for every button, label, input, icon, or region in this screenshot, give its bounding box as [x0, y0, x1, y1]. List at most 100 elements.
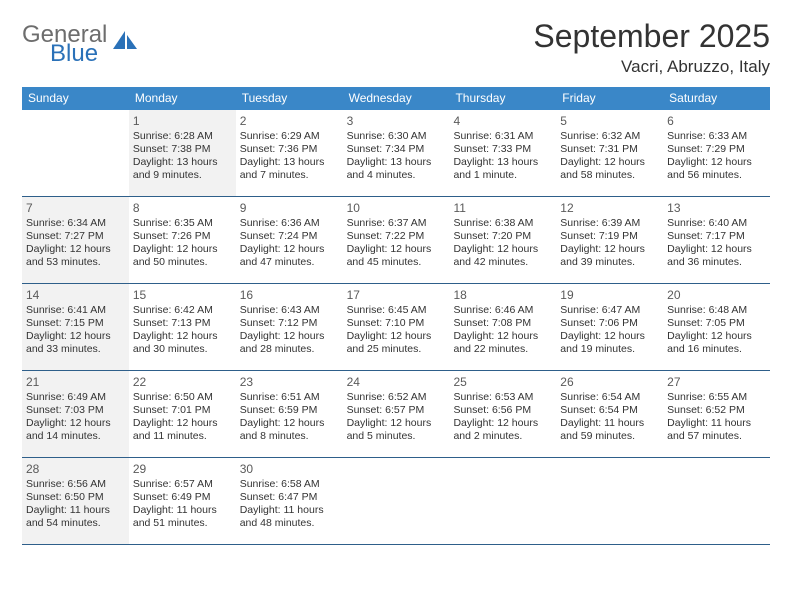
day-info-line: and 33 minutes. — [26, 343, 125, 356]
day-number — [453, 460, 552, 463]
day-info-line: Daylight: 12 hours — [347, 417, 446, 430]
day-cell — [663, 458, 770, 544]
day-cell: 23Sunrise: 6:51 AMSunset: 6:59 PMDayligh… — [236, 371, 343, 457]
day-info-line: and 57 minutes. — [667, 430, 766, 443]
day-info-line: and 47 minutes. — [240, 256, 339, 269]
day-info-line: Daylight: 12 hours — [133, 417, 232, 430]
day-info-line: Daylight: 12 hours — [133, 330, 232, 343]
day-number: 21 — [26, 373, 125, 391]
day-info-line: Sunset: 7:05 PM — [667, 317, 766, 330]
brand-logo: General Blue — [22, 18, 139, 66]
day-info-line: Daylight: 12 hours — [453, 243, 552, 256]
dow-cell: Friday — [556, 87, 663, 110]
day-info-line: Daylight: 12 hours — [453, 417, 552, 430]
day-info-line: and 48 minutes. — [240, 517, 339, 530]
day-info-line: Sunrise: 6:33 AM — [667, 130, 766, 143]
day-info-line: Sunrise: 6:51 AM — [240, 391, 339, 404]
page-title: September 2025 — [533, 18, 770, 55]
day-info-line: Daylight: 11 hours — [133, 504, 232, 517]
day-info-line: and 16 minutes. — [667, 343, 766, 356]
day-cell: 9Sunrise: 6:36 AMSunset: 7:24 PMDaylight… — [236, 197, 343, 283]
day-cell: 22Sunrise: 6:50 AMSunset: 7:01 PMDayligh… — [129, 371, 236, 457]
week-row: 28Sunrise: 6:56 AMSunset: 6:50 PMDayligh… — [22, 458, 770, 545]
day-cell — [449, 458, 556, 544]
day-number: 1 — [133, 112, 232, 130]
day-cell: 19Sunrise: 6:47 AMSunset: 7:06 PMDayligh… — [556, 284, 663, 370]
calendar: SundayMondayTuesdayWednesdayThursdayFrid… — [22, 87, 770, 545]
day-info-line: Sunrise: 6:47 AM — [560, 304, 659, 317]
day-info-line: Sunrise: 6:41 AM — [26, 304, 125, 317]
day-info-line: and 4 minutes. — [347, 169, 446, 182]
day-number: 11 — [453, 199, 552, 217]
day-cell: 7Sunrise: 6:34 AMSunset: 7:27 PMDaylight… — [22, 197, 129, 283]
day-number: 20 — [667, 286, 766, 304]
day-number: 24 — [347, 373, 446, 391]
day-info-line: Daylight: 13 hours — [347, 156, 446, 169]
day-info-line: Sunset: 7:33 PM — [453, 143, 552, 156]
day-cell: 20Sunrise: 6:48 AMSunset: 7:05 PMDayligh… — [663, 284, 770, 370]
day-info-line: and 1 minute. — [453, 169, 552, 182]
day-info-line: and 53 minutes. — [26, 256, 125, 269]
day-cell — [556, 458, 663, 544]
day-cell: 13Sunrise: 6:40 AMSunset: 7:17 PMDayligh… — [663, 197, 770, 283]
day-info-line: and 36 minutes. — [667, 256, 766, 269]
day-info-line: Sunrise: 6:34 AM — [26, 217, 125, 230]
day-info-line: Daylight: 13 hours — [240, 156, 339, 169]
day-info-line: Sunrise: 6:52 AM — [347, 391, 446, 404]
week-row: 14Sunrise: 6:41 AMSunset: 7:15 PM Dayligh… — [22, 284, 770, 371]
day-info-line: Daylight: 12 hours — [240, 417, 339, 430]
day-number: 4 — [453, 112, 552, 130]
dow-cell: Wednesday — [343, 87, 450, 110]
day-number: 26 — [560, 373, 659, 391]
day-info-line: Sunset: 7:31 PM — [560, 143, 659, 156]
day-cell: 1Sunrise: 6:28 AMSunset: 7:38 PMDaylight… — [129, 110, 236, 196]
brand-text: General Blue — [22, 24, 107, 66]
day-number: 19 — [560, 286, 659, 304]
day-cell: 5Sunrise: 6:32 AMSunset: 7:31 PMDaylight… — [556, 110, 663, 196]
day-info-line: Sunrise: 6:48 AM — [667, 304, 766, 317]
day-info-line: and 42 minutes. — [453, 256, 552, 269]
day-number: 2 — [240, 112, 339, 130]
day-number: 8 — [133, 199, 232, 217]
day-number: 7 — [26, 199, 125, 217]
day-cell: 10Sunrise: 6:37 AMSunset: 7:22 PMDayligh… — [343, 197, 450, 283]
day-number: 12 — [560, 199, 659, 217]
day-info-line: Sunrise: 6:54 AM — [560, 391, 659, 404]
day-cell: 2Sunrise: 6:29 AMSunset: 7:36 PMDaylight… — [236, 110, 343, 196]
day-info-line: and 11 minutes. — [133, 430, 232, 443]
day-info-line: Sunrise: 6:56 AM — [26, 478, 125, 491]
day-cell: 15Sunrise: 6:42 AMSunset: 7:13 PMDayligh… — [129, 284, 236, 370]
week-row: 21Sunrise: 6:49 AMSunset: 7:03 PMDayligh… — [22, 371, 770, 458]
day-info-line: and 14 minutes. — [26, 430, 125, 443]
day-cell: 8Sunrise: 6:35 AMSunset: 7:26 PMDaylight… — [129, 197, 236, 283]
day-info-line: Daylight: 12 hours — [26, 243, 125, 256]
day-info-line: Sunrise: 6:32 AM — [560, 130, 659, 143]
day-number — [347, 460, 446, 463]
location-subtitle: Vacri, Abruzzo, Italy — [533, 57, 770, 77]
day-info-line: Sunset: 7:36 PM — [240, 143, 339, 156]
day-cell: 24Sunrise: 6:52 AMSunset: 6:57 PMDayligh… — [343, 371, 450, 457]
day-info-line: Daylight: 13 hours — [453, 156, 552, 169]
day-number: 10 — [347, 199, 446, 217]
day-info-line: Daylight: 12 hours — [560, 330, 659, 343]
day-info-line: Daylight: 12 hours — [453, 330, 552, 343]
day-info-line: and 56 minutes. — [667, 169, 766, 182]
day-info-line: Sunset: 6:47 PM — [240, 491, 339, 504]
day-info-line: Sunset: 7:27 PM — [26, 230, 125, 243]
day-number: 14 — [26, 286, 125, 304]
day-info-line: Sunset: 7:15 PM — [26, 317, 125, 330]
day-number: 30 — [240, 460, 339, 478]
day-info-line: Daylight: 12 hours — [667, 243, 766, 256]
day-info-line: Sunrise: 6:53 AM — [453, 391, 552, 404]
day-info-line: Sunset: 7:34 PM — [347, 143, 446, 156]
day-info-line: Sunset: 7:19 PM — [560, 230, 659, 243]
day-info-line: Daylight: 11 hours — [667, 417, 766, 430]
day-info-line: and 54 minutes. — [26, 517, 125, 530]
day-info-line: Sunrise: 6:43 AM — [240, 304, 339, 317]
dow-cell: Tuesday — [236, 87, 343, 110]
day-info-line: Sunset: 7:13 PM — [133, 317, 232, 330]
calendar-body: 1Sunrise: 6:28 AMSunset: 7:38 PMDaylight… — [22, 110, 770, 545]
day-info-line: Daylight: 12 hours — [347, 330, 446, 343]
day-info-line: Sunrise: 6:57 AM — [133, 478, 232, 491]
day-cell — [22, 110, 129, 196]
